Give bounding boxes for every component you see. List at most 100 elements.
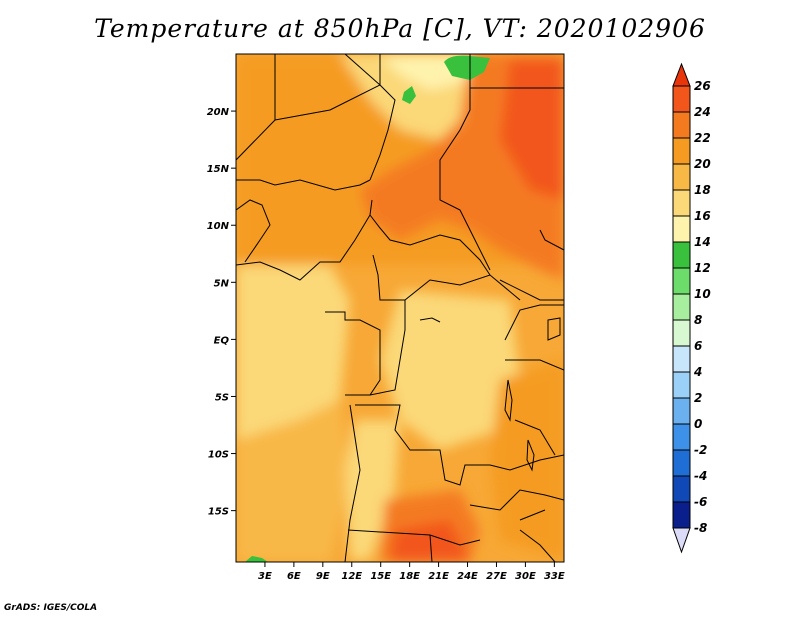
border-namibia-north: [347, 529, 481, 546]
river-congo: [419, 317, 441, 323]
lon-label: 21E: [428, 571, 449, 582]
lon-label: 3E: [258, 571, 272, 582]
lat-label: 10N: [207, 221, 230, 232]
lake-kariba: [519, 509, 546, 521]
field-east-24: [500, 60, 564, 200]
field-gulf-16: [236, 265, 350, 440]
field-southwest-18: [236, 400, 350, 562]
colorbar-label: -2: [694, 443, 707, 457]
lake-tanganyika: [504, 379, 513, 422]
border-nigeria-coast: [236, 199, 373, 281]
lat-label: 10S: [208, 450, 229, 461]
colorbar-swatch: [672, 345, 691, 373]
colorbar-label: 8: [694, 313, 702, 327]
field-green-patch-south: [245, 556, 268, 562]
lon-label: 15E: [370, 571, 391, 582]
colorbar-swatch: [672, 397, 691, 425]
colorbar-label: 4: [693, 365, 702, 379]
lon-label: 30E: [515, 571, 536, 582]
lon-label: 6E: [287, 571, 301, 582]
colorbar-swatch: [672, 241, 691, 269]
latitude-axis: 20N 15N 10N 5N EQ 5S 10S 15S: [207, 107, 236, 518]
border-south-sudan: [499, 279, 564, 301]
colorbar-swatch: [672, 371, 691, 399]
colorbar-swatch: [672, 163, 691, 191]
grads-credit: GrADS: IGES/COLA: [4, 603, 98, 613]
border-libya: [344, 54, 381, 86]
colorbar-label: 22: [694, 131, 711, 145]
border-mozambique: [519, 529, 556, 562]
country-borders: [236, 54, 564, 562]
border-car-north: [369, 214, 491, 276]
colorbar-label: 6: [694, 339, 702, 353]
colorbar-swatch: [672, 189, 691, 217]
border-zimbabwe: [469, 489, 564, 511]
lon-label: 9E: [316, 571, 330, 582]
colorbar-label: 0: [694, 417, 702, 431]
field-green-patch-small: [402, 86, 416, 104]
border-angola-drc: [355, 404, 490, 486]
border-niger-chad: [369, 84, 396, 181]
map-title: Temperature at 850hPa [C], VT: 202010290…: [94, 14, 706, 43]
border-angola-coast: [344, 404, 361, 562]
colorbar-label: 16: [694, 209, 711, 223]
lat-label: 5S: [215, 392, 229, 403]
colorbar-label: 20: [694, 157, 711, 171]
colorbar-swatch: [672, 215, 691, 243]
lon-label: 33E: [544, 571, 565, 582]
colorbar-bottom-arrow: [672, 527, 691, 554]
colorbar-swatch: [672, 501, 691, 529]
colorbar-label: 24: [694, 105, 711, 119]
colorbar-swatch: [672, 267, 691, 295]
lon-label: 18E: [399, 571, 420, 582]
colorbar-swatch: [672, 293, 691, 321]
border-tanzania: [505, 359, 564, 371]
colorbar-label: 26: [694, 79, 711, 93]
field-congo-16: [380, 290, 520, 450]
colorbar-label: -8: [694, 521, 707, 535]
field-green-patch-north: [444, 55, 490, 80]
field-angola-16: [345, 420, 400, 560]
border-algeria-niger: [274, 54, 381, 121]
lat-label: 5N: [214, 278, 230, 289]
border-drc-congo: [369, 300, 406, 396]
colorbar-swatch: [672, 85, 691, 113]
border-gabon-congo: [325, 311, 381, 396]
longitude-axis: 3E 6E 9E 12E 15E 18E 21E 24E 27E 30E 33E: [258, 562, 565, 582]
lon-label: 12E: [341, 571, 362, 582]
colorbar-label: 10: [694, 287, 711, 301]
colorbar-label: 14: [694, 235, 711, 249]
border-malawi: [514, 419, 556, 456]
border-car-south: [372, 254, 521, 301]
colorbar-label: 12: [694, 261, 711, 275]
border-zambia: [489, 454, 564, 471]
border-benin-togo: [236, 199, 271, 263]
colorbar-swatch: [672, 319, 691, 347]
border-niger-nigeria: [236, 179, 371, 191]
lake-victoria: [547, 317, 561, 341]
colorbar-label: 18: [694, 183, 711, 197]
colorbar-label: 2: [694, 391, 702, 405]
colorbar-top-arrow: [672, 62, 691, 87]
border-uganda: [504, 304, 564, 341]
lon-label: 24E: [457, 571, 478, 582]
colorbar-swatch: [672, 449, 691, 477]
border-ethiopia: [539, 229, 564, 251]
map-frame: [235, 53, 565, 563]
lat-label: EQ: [214, 335, 230, 346]
lat-label: 20N: [207, 107, 230, 118]
lon-label: 27E: [486, 571, 507, 582]
colorbar-swatch: [672, 137, 691, 165]
colorbar-swatch: [672, 111, 691, 139]
border-chad-sudan: [439, 54, 491, 271]
colorbar-swatch: [672, 423, 691, 451]
colorbar-label: -4: [694, 469, 707, 483]
colorbar-label: -6: [694, 495, 707, 509]
lake-malawi: [526, 439, 535, 472]
lat-label: 15S: [208, 507, 229, 518]
colorbar-swatch: [672, 475, 691, 503]
temperature-field: [236, 54, 564, 562]
border-botswana: [429, 534, 433, 562]
